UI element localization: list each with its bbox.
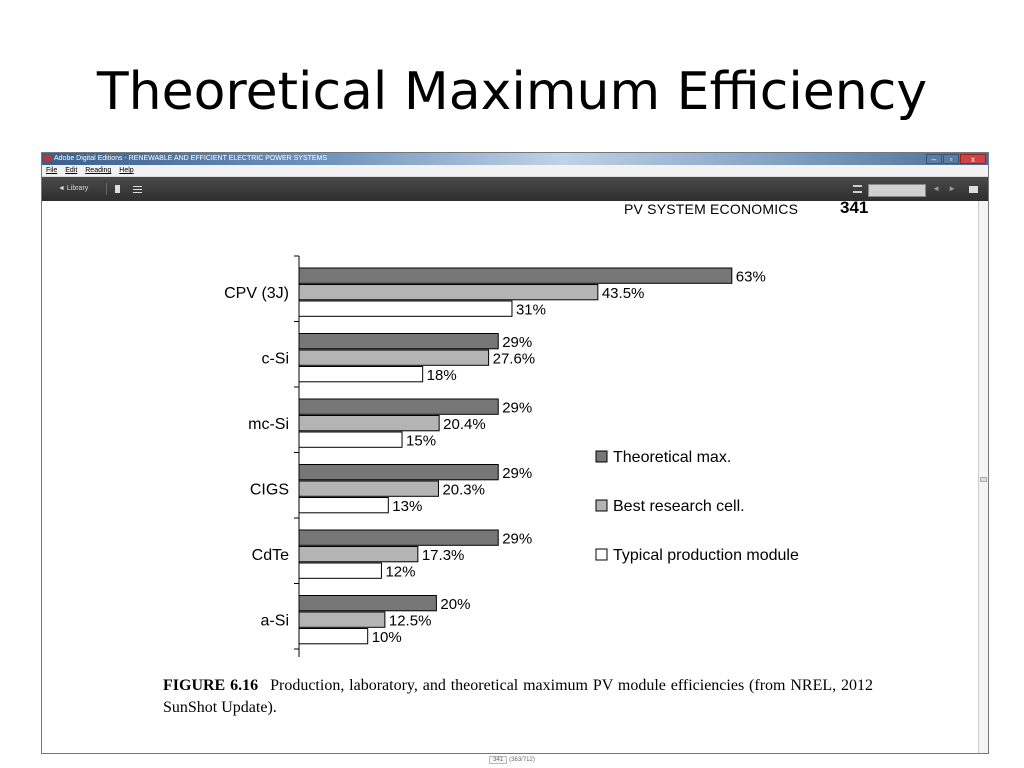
bar-value-label: 63% <box>736 268 766 285</box>
bar <box>298 628 369 645</box>
bar <box>298 349 490 366</box>
bar <box>298 611 386 628</box>
bar-value-label: 18% <box>427 367 457 384</box>
bar-value-label: 20.3% <box>442 481 485 498</box>
bar <box>298 595 437 612</box>
page-number: 341 <box>840 198 869 217</box>
efficiency-bar-chart: CPV (3J)63%43.5%31%c-Si29%27.6%18%mc-Si2… <box>224 255 799 657</box>
legend-swatch <box>595 450 608 463</box>
window-title: Adobe Digital Editions - RENEWABLE AND E… <box>54 155 328 162</box>
bar <box>298 529 499 546</box>
category-label: CdTe <box>252 547 289 564</box>
bar <box>298 431 403 448</box>
menu-help[interactable]: Help <box>119 167 134 174</box>
toolbar-divider <box>106 183 107 195</box>
legend-label: Best research cell. <box>613 498 745 515</box>
page-search-input[interactable] <box>868 184 926 197</box>
window-controls: – ▫ x <box>926 154 986 164</box>
bar-value-label: 15% <box>406 432 436 449</box>
bar-value-label: 31% <box>516 301 546 318</box>
bar <box>298 284 599 301</box>
next-page-icon[interactable]: ► <box>948 184 956 193</box>
menu-edit[interactable]: Edit <box>65 167 78 174</box>
app-icon <box>44 155 51 162</box>
bar <box>298 562 382 579</box>
category-label: c-Si <box>261 351 289 368</box>
bookmark-icon[interactable] <box>115 185 120 193</box>
category-label: CPV (3J) <box>224 285 289 302</box>
legend-swatch <box>595 499 608 512</box>
bar-value-label: 29% <box>502 465 532 482</box>
menu-bar: File Edit Reading Help <box>42 165 988 177</box>
bar-value-label: 43.5% <box>602 285 645 302</box>
bar-value-label: 29% <box>502 399 532 416</box>
bar-value-label: 29% <box>502 334 532 351</box>
legend-swatch <box>595 548 608 561</box>
bar <box>298 464 499 481</box>
bar-value-label: 10% <box>372 629 402 646</box>
window-titlebar: Adobe Digital Editions - RENEWABLE AND E… <box>42 153 988 165</box>
bar <box>298 300 513 317</box>
legend-label: Theoretical max. <box>613 449 731 466</box>
table-of-contents-icon[interactable] <box>133 186 142 193</box>
previous-page-icon[interactable]: ◄ <box>932 184 940 193</box>
bar-value-label: 13% <box>392 498 422 515</box>
running-header: PV SYSTEM ECONOMICS <box>624 201 799 217</box>
bar <box>298 267 733 284</box>
category-label: a-Si <box>261 613 289 630</box>
bar-value-label: 29% <box>502 530 532 547</box>
bar-value-label: 20.4% <box>443 416 486 433</box>
bar <box>298 415 440 432</box>
bar-value-label: 12% <box>385 563 415 580</box>
menu-file[interactable]: File <box>46 167 58 174</box>
bar-value-label: 20% <box>440 596 470 613</box>
book-page: PV SYSTEM ECONOMICS 341 CPV (3J) 63% 43.5%… <box>46 198 974 753</box>
page-indicator-range: (363/712) <box>509 757 535 763</box>
page-indicator-current[interactable]: 341 <box>489 756 508 764</box>
bar-value-label: 27.6% <box>493 350 536 367</box>
fit-page-icon[interactable] <box>969 186 978 193</box>
bar <box>298 366 424 383</box>
reader-window: Adobe Digital Editions - RENEWABLE AND E… <box>41 152 989 754</box>
slide-title: Theoretical Maximum Efficiency <box>96 62 928 122</box>
figure-caption: FIGURE 6.16 Production, laboratory, and t… <box>163 675 873 719</box>
view-options-icon[interactable] <box>853 185 862 193</box>
bar-value-label: 17.3% <box>422 547 465 564</box>
bar-value-label: 12.5% <box>389 612 432 629</box>
menu-reading[interactable]: Reading <box>85 167 112 174</box>
library-button[interactable]: ◄ Library <box>58 185 89 192</box>
category-label: CIGS <box>250 482 289 499</box>
bar <box>298 546 419 563</box>
scrollbar-thumb[interactable] <box>980 477 987 482</box>
close-button[interactable]: x <box>960 154 986 164</box>
bar <box>298 497 389 514</box>
legend-label: Typical production module <box>613 547 799 564</box>
bar <box>298 480 439 497</box>
minimize-button[interactable]: – <box>926 154 942 164</box>
category-label: mc-Si <box>248 416 289 433</box>
maximize-button[interactable]: ▫ <box>943 154 959 164</box>
page-indicator: 341 (363/712) <box>0 756 1024 764</box>
vertical-scrollbar[interactable] <box>978 201 988 753</box>
reader-toolbar: ◄ Library ◄ ► <box>42 177 988 201</box>
figure-label: FIGURE 6.16 <box>163 677 259 694</box>
bar <box>298 333 499 350</box>
bar <box>298 398 499 415</box>
figure-caption-text: Production, laboratory, and theoretical … <box>163 677 873 716</box>
